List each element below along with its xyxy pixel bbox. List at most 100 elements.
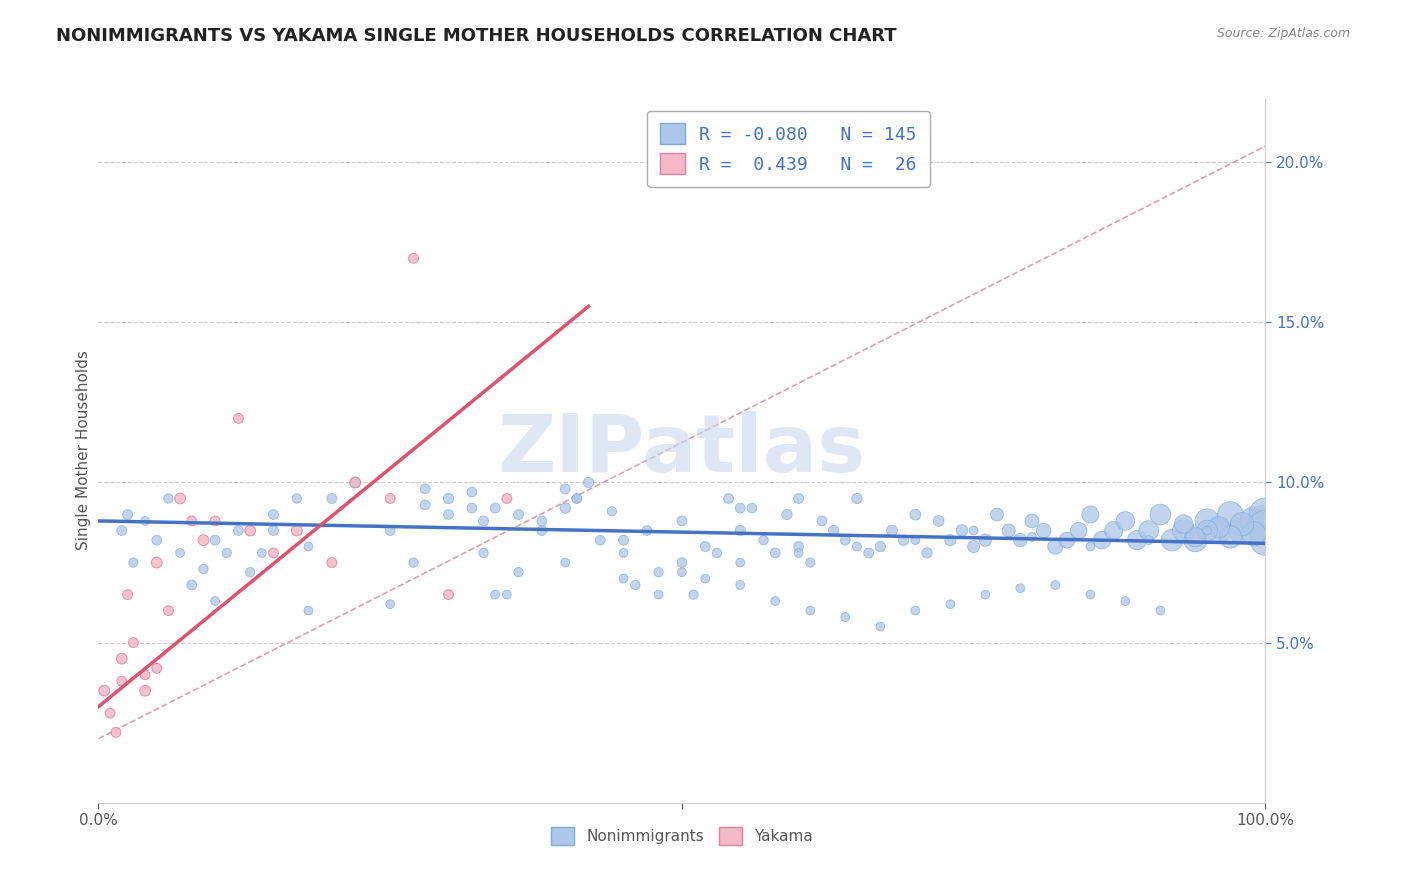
Point <box>787 546 810 560</box>
Point <box>344 475 367 490</box>
Point <box>111 524 134 538</box>
Point <box>228 524 250 538</box>
Point <box>834 610 856 624</box>
Point <box>939 533 962 548</box>
Point <box>1032 524 1054 538</box>
Point <box>530 514 553 528</box>
Point <box>402 252 425 266</box>
Point <box>1219 508 1241 522</box>
Point <box>193 533 215 548</box>
Point <box>1126 533 1149 548</box>
Point <box>1173 524 1195 538</box>
Point <box>1208 524 1230 538</box>
Point <box>858 546 880 560</box>
Point <box>1021 514 1043 528</box>
Point <box>682 588 704 602</box>
Point <box>1195 524 1218 538</box>
Point <box>554 501 576 516</box>
Point <box>380 524 402 538</box>
Point <box>787 491 810 506</box>
Point <box>496 588 519 602</box>
Point <box>204 594 226 608</box>
Point <box>134 514 156 528</box>
Point <box>321 556 343 570</box>
Point <box>1149 508 1171 522</box>
Point <box>1080 588 1102 602</box>
Point <box>1184 533 1206 548</box>
Point <box>787 540 810 554</box>
Point <box>380 491 402 506</box>
Point <box>180 514 202 528</box>
Point <box>1254 520 1277 534</box>
Point <box>496 491 519 506</box>
Point <box>180 578 202 592</box>
Point <box>1045 540 1067 554</box>
Point <box>823 524 845 538</box>
Point <box>1254 533 1277 548</box>
Point <box>344 475 367 490</box>
Point <box>146 661 169 675</box>
Point <box>321 491 343 506</box>
Point <box>1045 578 1067 592</box>
Point <box>671 565 693 579</box>
Point <box>484 588 506 602</box>
Point <box>1254 514 1277 528</box>
Point <box>508 565 530 579</box>
Point <box>111 674 134 689</box>
Point <box>1195 524 1218 538</box>
Point <box>297 540 319 554</box>
Point <box>1219 530 1241 544</box>
Point <box>228 411 250 425</box>
Point <box>117 508 139 522</box>
Point <box>741 501 763 516</box>
Point <box>508 508 530 522</box>
Point <box>1067 524 1090 538</box>
Point <box>239 565 262 579</box>
Point <box>1102 524 1125 538</box>
Point <box>1208 520 1230 534</box>
Point <box>904 508 927 522</box>
Point <box>962 540 984 554</box>
Point <box>157 491 180 506</box>
Point <box>554 482 576 496</box>
Point <box>647 565 669 579</box>
Point <box>146 533 169 548</box>
Point <box>776 508 799 522</box>
Point <box>893 533 915 548</box>
Point <box>695 540 717 554</box>
Point <box>122 635 145 649</box>
Point <box>413 482 436 496</box>
Point <box>169 491 191 506</box>
Point <box>962 524 984 538</box>
Point <box>928 514 950 528</box>
Point <box>1149 604 1171 618</box>
Point <box>262 546 284 560</box>
Point <box>695 572 717 586</box>
Point <box>146 556 169 570</box>
Point <box>986 508 1008 522</box>
Point <box>763 546 786 560</box>
Point <box>1173 517 1195 532</box>
Point <box>285 524 308 538</box>
Point <box>1091 533 1114 548</box>
Point <box>997 524 1019 538</box>
Point <box>344 475 367 490</box>
Point <box>239 524 262 538</box>
Point <box>799 604 821 618</box>
Point <box>565 491 588 506</box>
Point <box>484 501 506 516</box>
Point <box>437 491 460 506</box>
Point <box>1254 508 1277 522</box>
Point <box>1230 517 1253 532</box>
Point <box>93 683 115 698</box>
Point <box>600 504 623 518</box>
Point <box>799 556 821 570</box>
Point <box>215 546 238 560</box>
Point <box>869 619 891 633</box>
Point <box>472 546 495 560</box>
Point <box>193 562 215 576</box>
Point <box>578 475 600 490</box>
Point <box>297 604 319 618</box>
Point <box>1161 533 1184 548</box>
Point <box>380 597 402 611</box>
